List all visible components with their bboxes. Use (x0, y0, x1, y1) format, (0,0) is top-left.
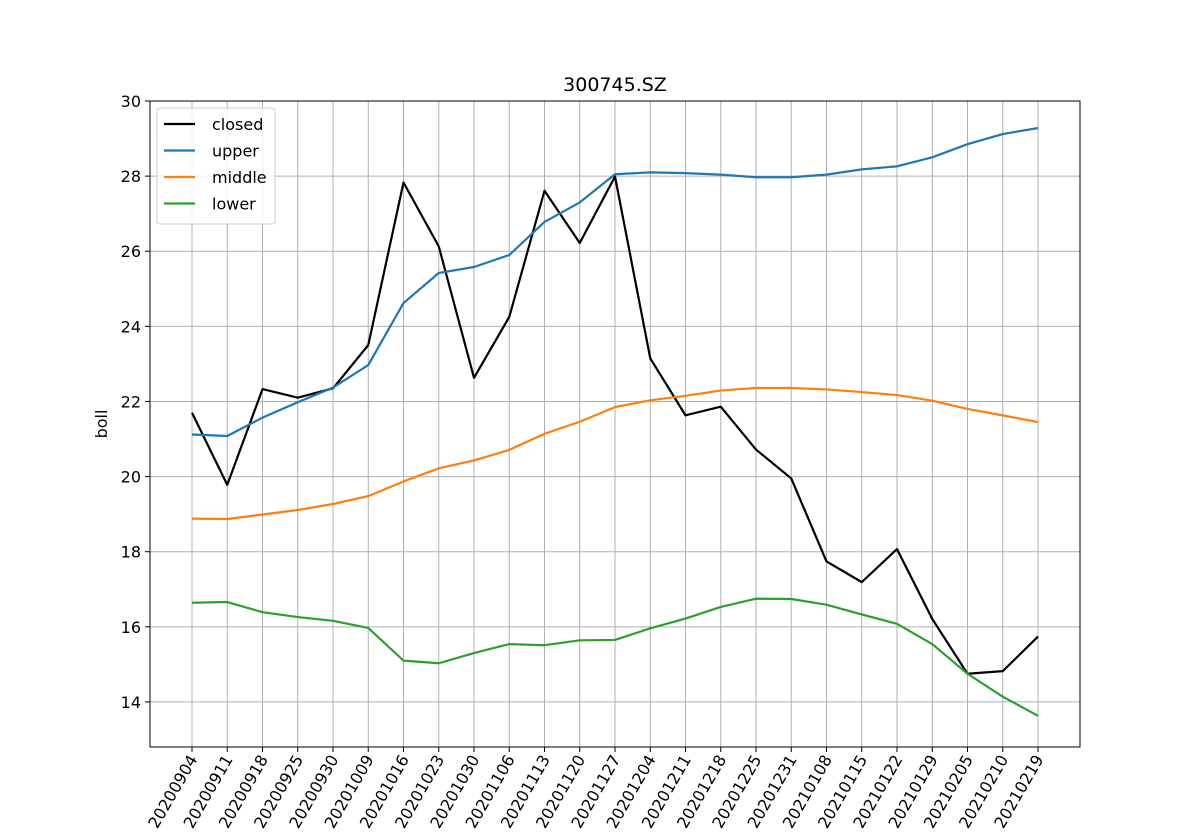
y-tick-label: 28 (121, 167, 141, 186)
y-tick-label: 20 (121, 468, 141, 487)
y-tick-label: 26 (121, 242, 141, 261)
legend-label-middle: middle (212, 168, 267, 187)
series-line-middle (191, 386, 1039, 521)
y-tick-label: 14 (121, 693, 141, 712)
y-tick-label: 30 (121, 92, 141, 111)
series-line-upper (191, 126, 1039, 438)
legend-label-lower: lower (212, 195, 256, 214)
legend-box (156, 107, 276, 225)
y-tick-label: 22 (121, 392, 141, 411)
series-line-lower (191, 597, 1039, 717)
series-lines (191, 126, 1039, 717)
y-tick-label: 18 (121, 543, 141, 562)
legend-label-upper: upper (212, 142, 259, 161)
y-tick-label: 16 (121, 618, 141, 637)
y-axis-label: boll (92, 410, 111, 439)
chart-title: 300745.SZ (563, 74, 667, 96)
y-tick-label: 24 (121, 317, 141, 336)
legend-label-closed: closed (212, 115, 263, 134)
y-axis: 14 16 18 20 22 24 26 28 30 (121, 92, 150, 712)
legend: closed upper middle lower (156, 107, 276, 225)
